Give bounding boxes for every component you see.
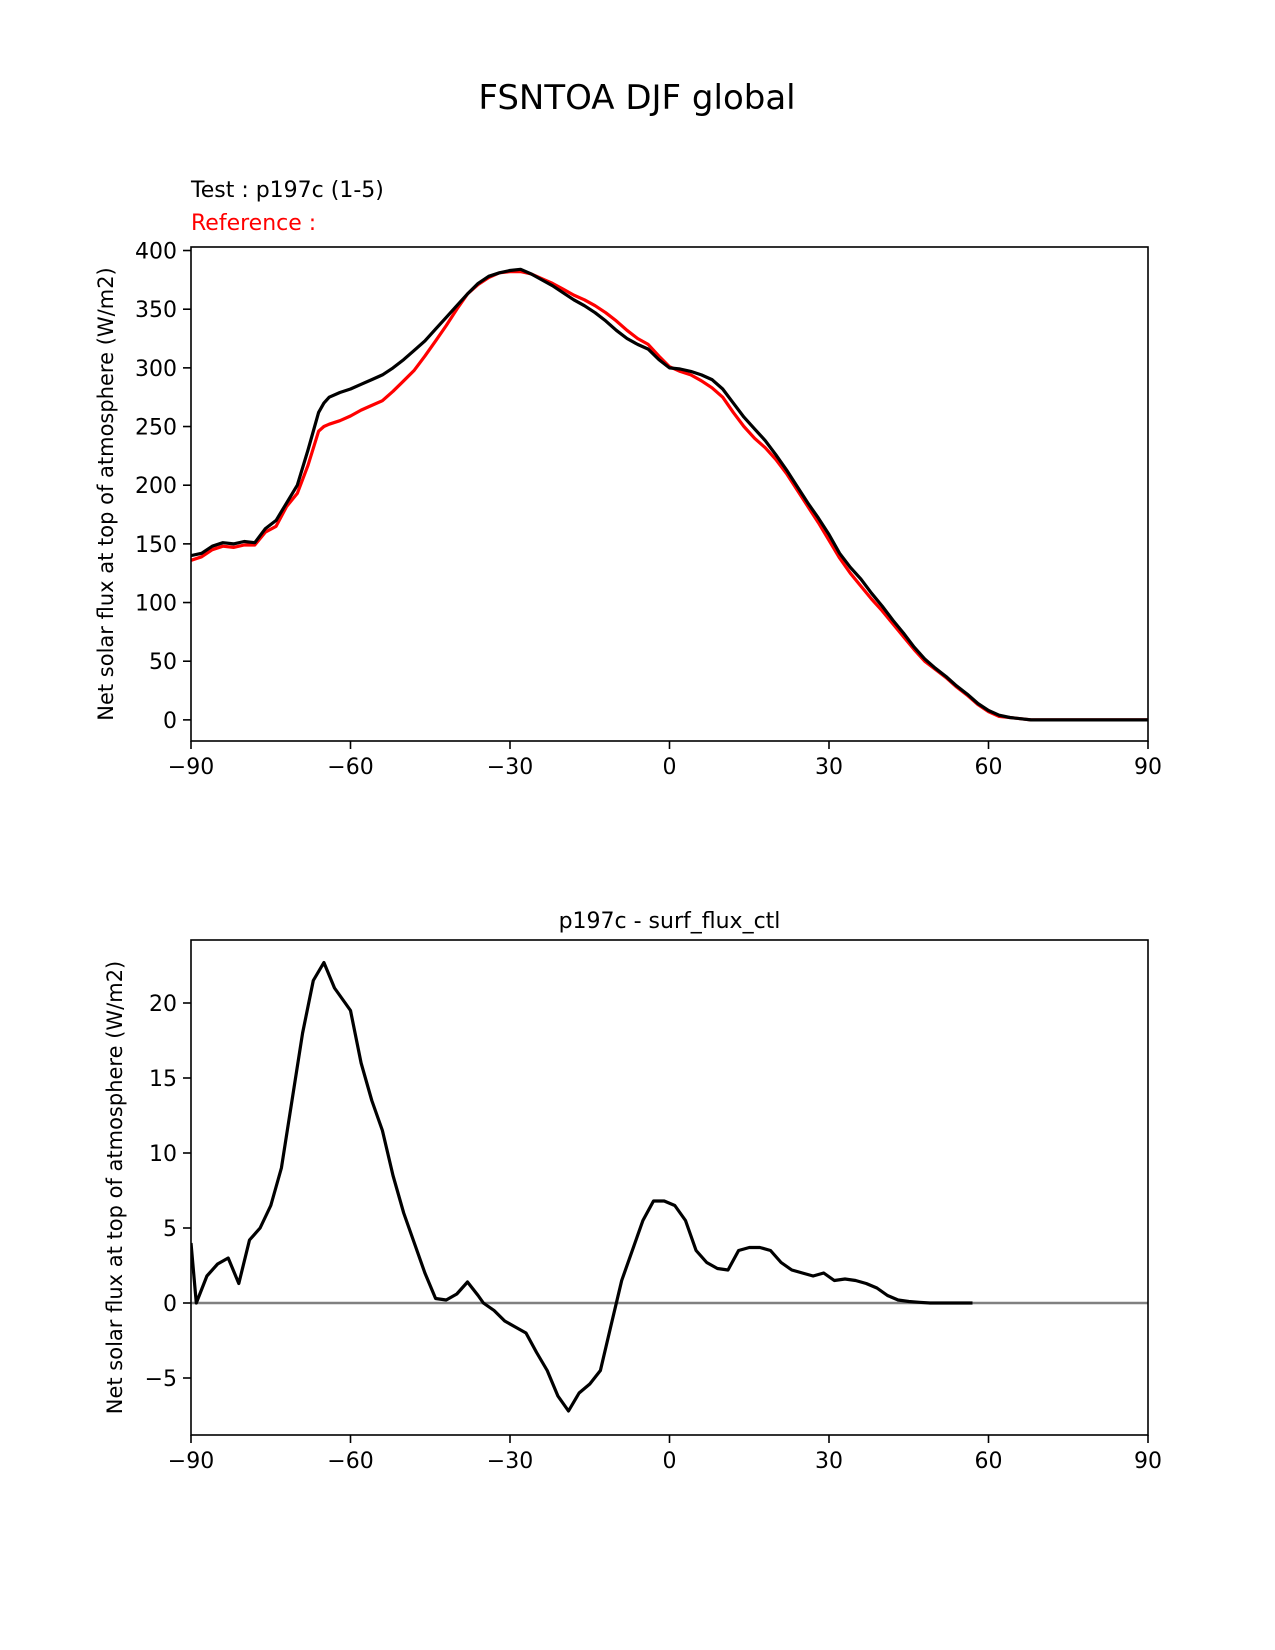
y-axis-label: Net solar flux at top of atmosphere (W/m… <box>103 961 127 1414</box>
series-line-diff <box>191 960 973 1413</box>
y-tick-label: −5 <box>145 1367 177 1392</box>
series-line-test <box>191 267 1148 722</box>
y-tick-label: 350 <box>135 298 177 323</box>
x-tick-label: −60 <box>327 1449 373 1474</box>
bottom-difference-chart: p197c - surf_flux_ctl −90 −60 −30 0 30 60 90 −5 0… <box>103 909 1162 1474</box>
x-tick-label: −30 <box>487 755 533 780</box>
figure-suptitle: FSNTOA DJF global <box>478 78 795 118</box>
x-tick-label: −90 <box>168 755 214 780</box>
x-tick-label: 60 <box>975 755 1003 780</box>
y-tick-label: 15 <box>149 1067 177 1092</box>
top-line-chart: −90 −60 −30 0 30 60 90 0 50 100 150 200 250 300 350 400… <box>94 240 1162 780</box>
plot-frame <box>190 246 1149 742</box>
x-tick-label: −60 <box>327 755 373 780</box>
series-line-reference <box>191 270 1148 722</box>
y-tick-label: 250 <box>135 416 177 441</box>
x-tick-label: 90 <box>1134 1449 1162 1474</box>
x-tick-label: 30 <box>815 755 843 780</box>
y-tick-label: 0 <box>163 709 177 734</box>
y-tick-label: 150 <box>135 533 177 558</box>
y-tick-label: 100 <box>135 592 177 617</box>
y-axis-label: Net solar flux at top of atmosphere (W/m… <box>94 267 118 720</box>
y-tick-label: 0 <box>163 1292 177 1317</box>
x-tick-label: 0 <box>663 755 677 780</box>
plot-frame <box>190 939 1149 1436</box>
y-tick-label: 10 <box>149 1142 177 1167</box>
y-tick-label: 5 <box>163 1217 177 1242</box>
x-tick-label: −30 <box>487 1449 533 1474</box>
reference-label: Reference : <box>191 211 316 236</box>
x-tick-label: 60 <box>975 1449 1003 1474</box>
y-tick-label: 400 <box>135 240 177 265</box>
x-tick-label: 90 <box>1134 755 1162 780</box>
chart-title: p197c - surf_flux_ctl <box>559 909 781 934</box>
x-tick-label: 30 <box>815 1449 843 1474</box>
y-tick-label: 200 <box>135 474 177 499</box>
test-label: Test : p197c (1-5) <box>190 178 384 203</box>
x-tick-label: 0 <box>663 1449 677 1474</box>
y-tick-label: 300 <box>135 357 177 382</box>
y-tick-label: 20 <box>149 992 177 1017</box>
y-tick-label: 50 <box>149 650 177 675</box>
x-tick-label: −90 <box>168 1449 214 1474</box>
